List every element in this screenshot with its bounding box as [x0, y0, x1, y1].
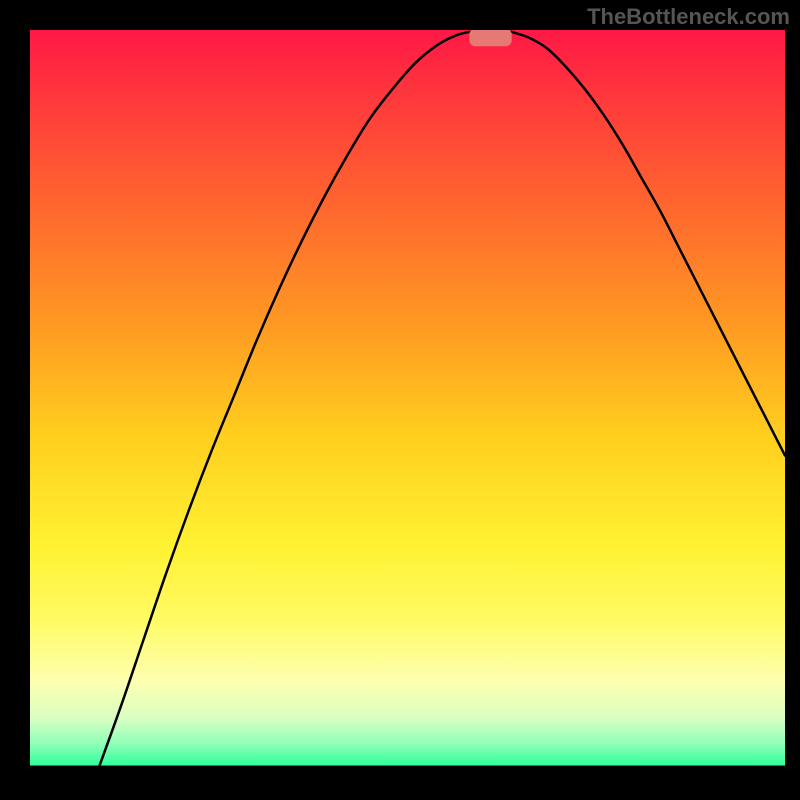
chart-area — [30, 30, 785, 770]
watermark-text: TheBottleneck.com — [587, 4, 790, 30]
optimal-point-marker — [469, 30, 511, 46]
chart-background — [30, 30, 785, 770]
bottleneck-chart — [30, 30, 785, 770]
chart-bottom-border — [30, 766, 785, 770]
